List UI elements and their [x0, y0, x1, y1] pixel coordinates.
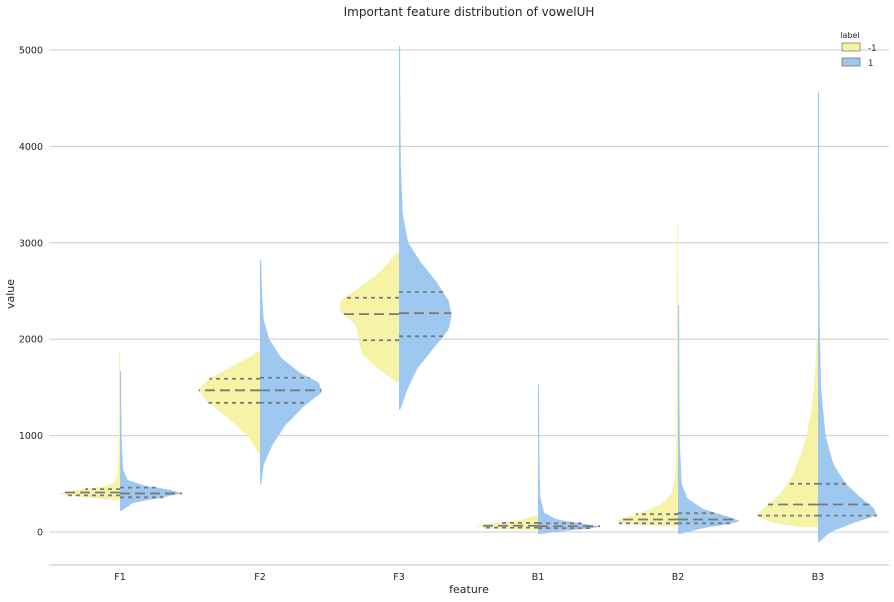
x-tick-label-f2: F2 — [254, 572, 266, 583]
violin-b3-label-neg1 — [757, 339, 818, 528]
legend-title: label — [840, 31, 859, 40]
y-tick-label-2000: 2000 — [19, 335, 43, 346]
y-tick-label-5000: 5000 — [19, 46, 43, 57]
legend-label-pos1: 1 — [868, 59, 873, 69]
violin-f2-label-neg1 — [198, 351, 260, 453]
quartile-lines — [64, 291, 877, 530]
y-tick-labels: 0 1000 2000 3000 4000 5000 — [19, 46, 43, 539]
legend-swatch-pos1 — [841, 57, 861, 67]
violin-f2-label-pos1 — [260, 260, 322, 484]
violin-b1-label-pos1 — [538, 384, 600, 534]
violin-f3-label-neg1 — [340, 252, 399, 382]
legend-label-neg1: -1 — [868, 44, 876, 54]
gridlines — [49, 49, 889, 533]
x-tick-label-b3: B3 — [812, 572, 825, 583]
y-tick-label-3000: 3000 — [19, 238, 43, 249]
y-axis-label: value — [4, 279, 17, 309]
violin-f1-label-pos1 — [120, 371, 182, 511]
y-tick-label-0: 0 — [37, 528, 43, 539]
chart-title: Important feature distribution of vowelU… — [344, 5, 595, 19]
y-tick-label-1000: 1000 — [19, 431, 43, 442]
x-tick-label-f3: F3 — [393, 572, 405, 583]
legend: label -1 1 — [840, 31, 876, 69]
legend-swatch-neg1 — [841, 42, 861, 52]
y-tick-label-4000: 4000 — [19, 142, 43, 153]
violin-f1-label-neg1 — [59, 351, 120, 501]
violin-b3-label-pos1 — [818, 92, 877, 542]
violins — [59, 46, 877, 542]
x-axis-label: feature — [449, 583, 489, 596]
x-tick-label-b1: B1 — [532, 572, 545, 583]
violin-f3-label-pos1 — [399, 46, 452, 410]
violin-b2-label-pos1 — [678, 305, 740, 534]
x-tick-label-b2: B2 — [672, 572, 685, 583]
x-tick-label-f1: F1 — [114, 572, 126, 583]
violin-b2-label-neg1 — [616, 224, 678, 527]
x-tick-labels: F1 F2 F3 B1 B2 B3 — [114, 572, 824, 583]
